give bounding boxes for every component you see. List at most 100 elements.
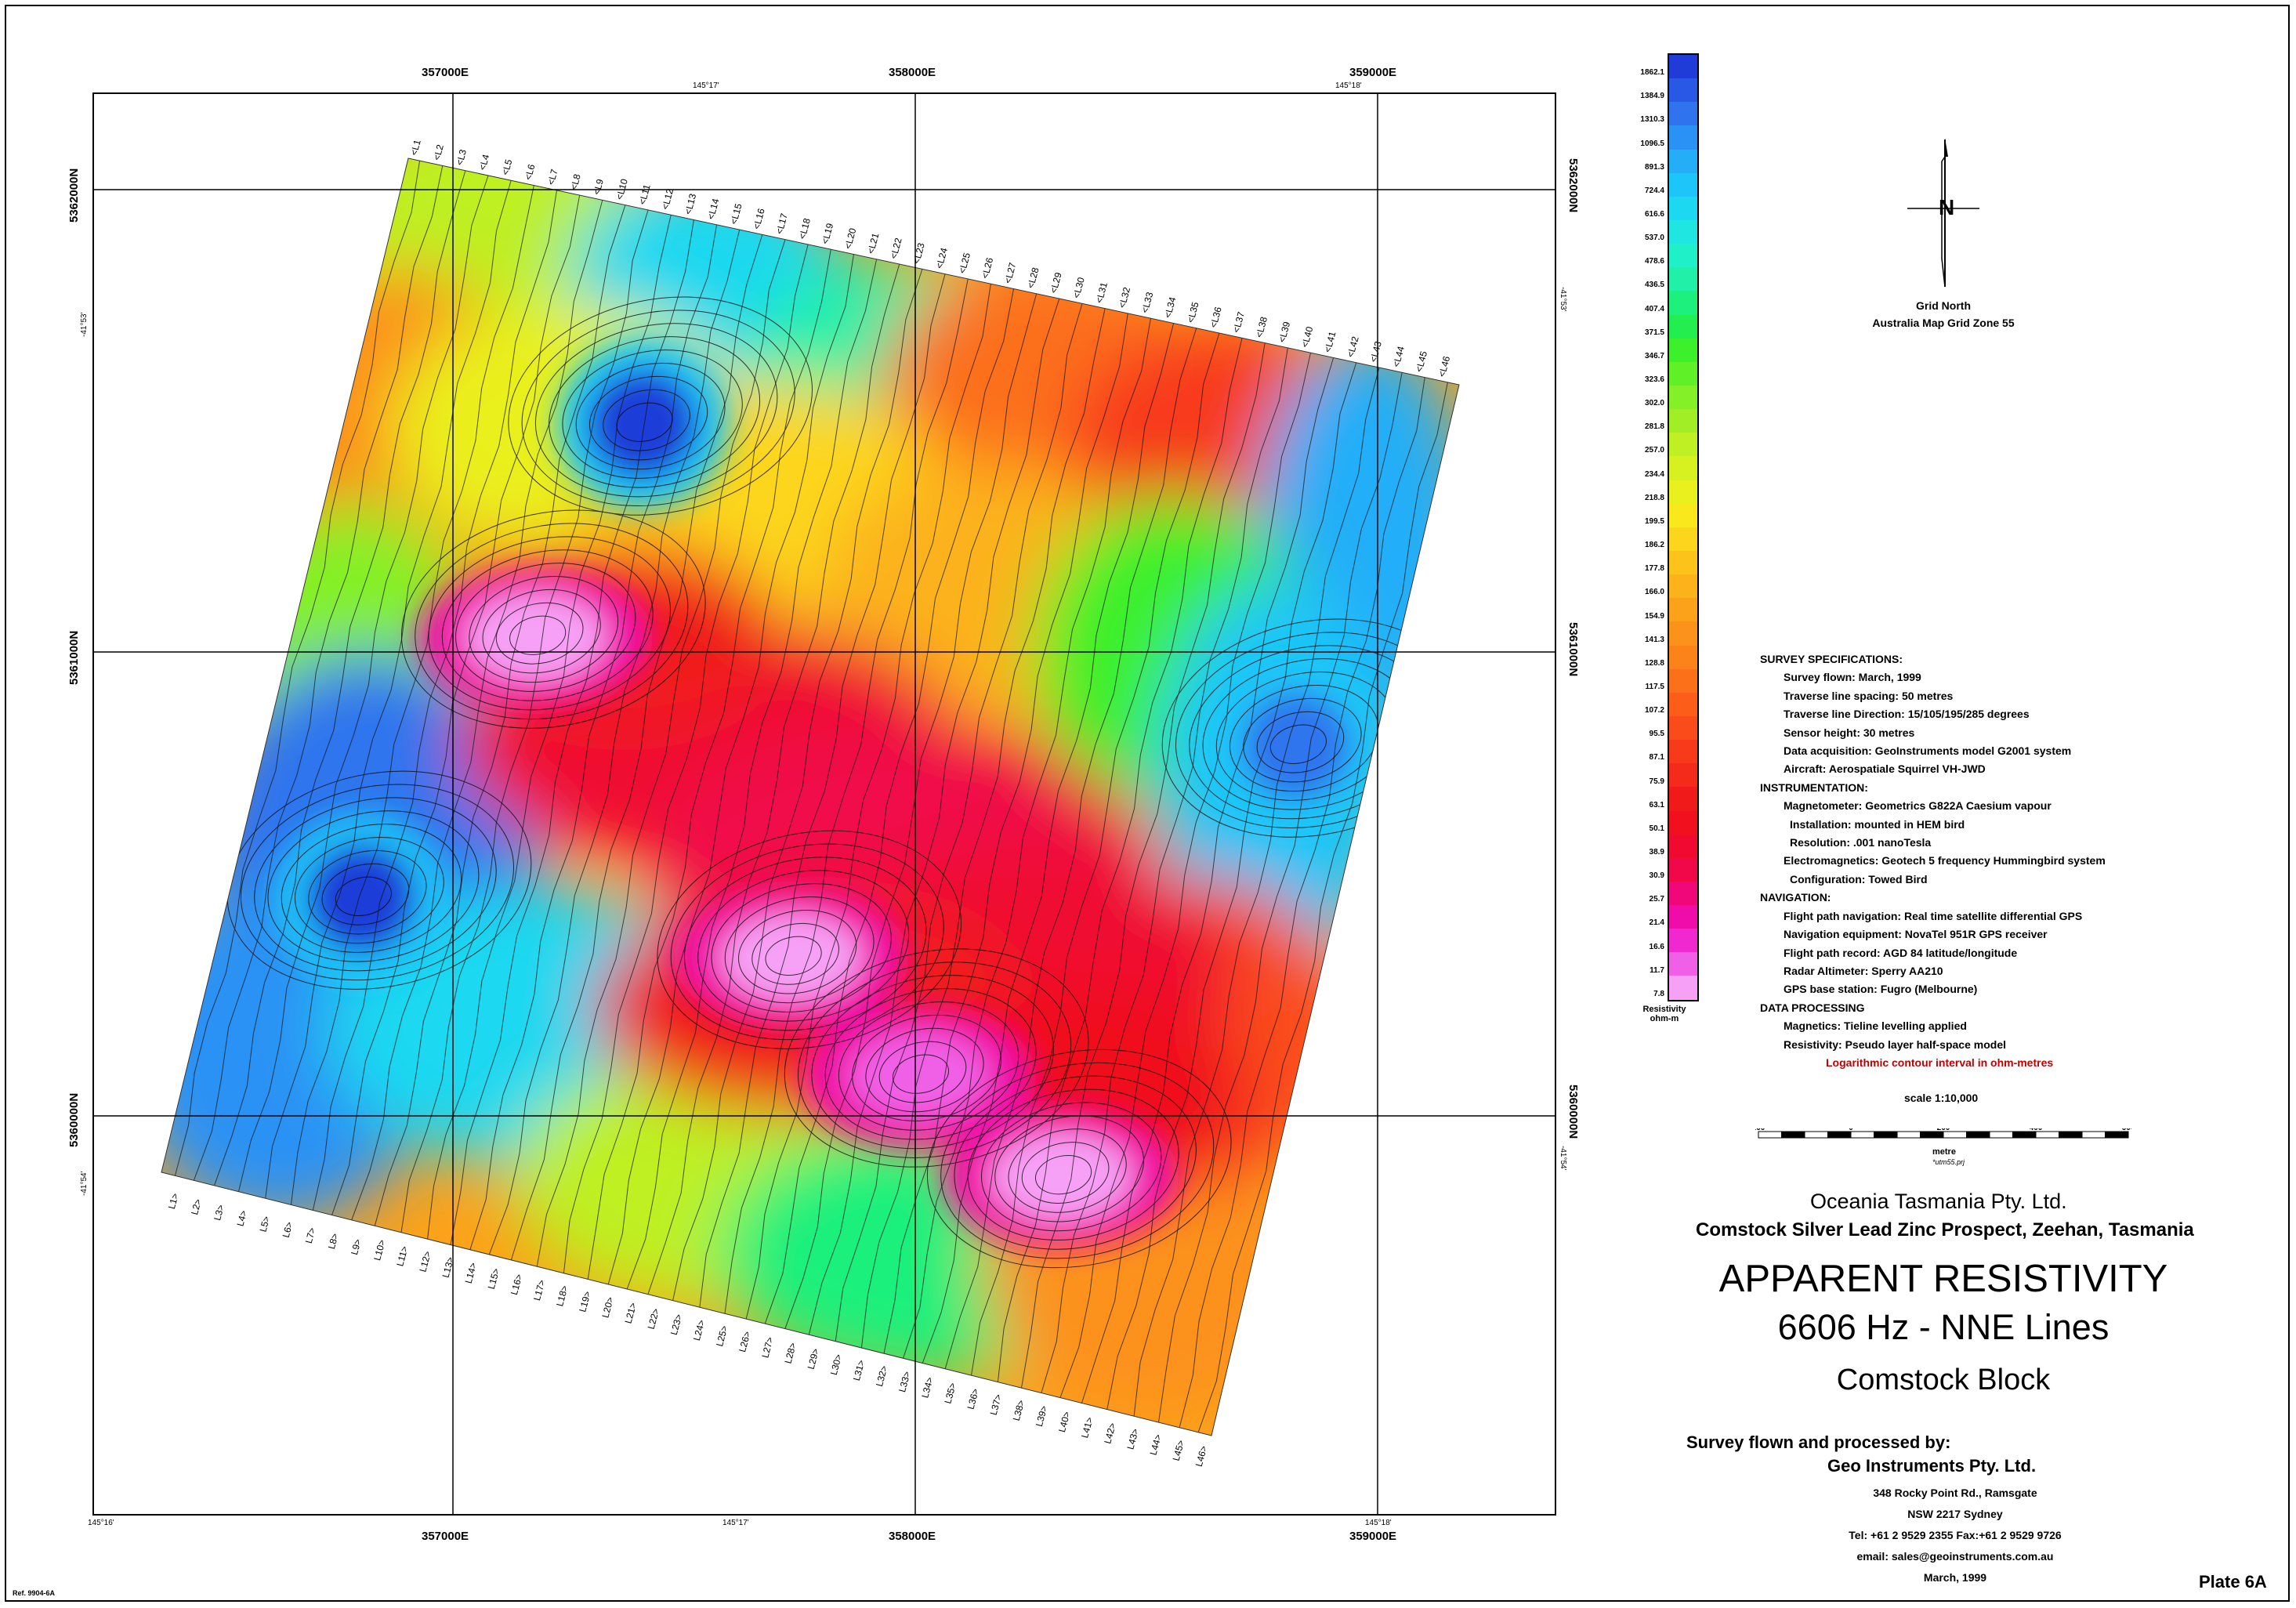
address-line: Tel: +61 2 9529 2355 Fax:+61 2 9529 9726 — [1849, 1529, 2062, 1541]
easting-top-2: 358000E — [889, 66, 936, 79]
flight-line-label-top: <L44 — [1390, 345, 1407, 368]
colorbar-cell — [1669, 715, 1697, 741]
colorbar-cell — [1669, 244, 1697, 268]
spec-item: Data acquisition: GeoInstruments model G… — [1784, 744, 2072, 758]
svg-text:N: N — [1939, 195, 1954, 219]
colorbar-unit-text: ohm-m — [1650, 1014, 1679, 1023]
flight-line-label-bottom: L33> — [896, 1370, 913, 1393]
contour — [588, 375, 708, 461]
flight-line — [587, 249, 831, 1280]
flight-line-label-top: <L46 — [1436, 355, 1453, 378]
contour — [865, 1027, 984, 1113]
scale-segment — [2105, 1131, 2129, 1139]
flight-line — [450, 219, 694, 1245]
flight-line-label-top: <L15 — [728, 202, 744, 226]
scale-segment — [1920, 1131, 1944, 1139]
flight-line-label-bottom: L6> — [281, 1221, 295, 1239]
colorbar-cell — [1669, 550, 1697, 575]
spec-item: Flight path record: AGD 84 latitude/long… — [1784, 946, 2018, 959]
scale-segment — [1850, 1131, 1874, 1139]
flight-line-label-top: <L31 — [1094, 281, 1110, 304]
resistivity-map[interactable]: <L1 <L2 <L3 <L4 <L5 <L6 <L7 <L8 <L9 <L10 <L11 <L12 <… — [92, 92, 1556, 1516]
scale-tick-label: 200 — [1937, 1128, 1950, 1132]
colorbar-cell — [1669, 598, 1697, 622]
longitude-bottom-2: 145°17' — [722, 1519, 749, 1527]
flight-line-label-top: <L21 — [865, 232, 882, 255]
flight-line-label-bottom: L4> — [234, 1209, 249, 1227]
contour — [295, 837, 444, 944]
scale-segment — [2012, 1131, 2037, 1139]
flight-line — [607, 254, 854, 1285]
colorbar-cell — [1669, 527, 1697, 551]
address-line: March, 1999 — [1923, 1571, 1987, 1584]
colorbar-cell — [1669, 196, 1697, 220]
flight-line-label-bottom: L14> — [463, 1262, 480, 1285]
flight-line-label-bottom: L45> — [1171, 1439, 1187, 1462]
flight-line-label-bottom: L20> — [599, 1295, 616, 1319]
colorbar-cell — [1669, 361, 1697, 386]
flight-line — [745, 284, 991, 1320]
flight-line — [427, 215, 672, 1240]
flight-line-label-top: <L33 — [1139, 291, 1156, 314]
contour — [926, 1048, 1232, 1269]
longitude-top-2: 145°18' — [1335, 81, 1362, 90]
contour — [308, 849, 427, 935]
spec-item: Traverse line spacing: 50 metres — [1784, 689, 1954, 702]
flight-line-label-top: <L20 — [842, 226, 859, 250]
grid-north-label: Grid North — [1916, 299, 1971, 312]
scale-segment — [1989, 1131, 2013, 1139]
colorbar-level-label: 87.1 — [1649, 753, 1664, 762]
flight-line — [944, 328, 1197, 1369]
latitude-right-2: -41°54' — [1559, 1146, 1567, 1171]
flight-line-label-bottom: L22> — [646, 1307, 662, 1331]
colorbar-cell — [1669, 952, 1697, 976]
colorbar-level-label: 323.6 — [1644, 375, 1664, 385]
flight-line-label-bottom: L21> — [623, 1302, 639, 1325]
contour — [482, 589, 601, 674]
contour — [967, 1088, 1179, 1240]
flight-line-label-bottom: L25> — [714, 1324, 730, 1348]
colorbar-level-label: 346.7 — [1644, 351, 1664, 360]
flight-line-label-bottom: L18> — [554, 1284, 570, 1308]
anomaly-core — [306, 843, 417, 954]
contour — [751, 922, 839, 985]
contour — [1008, 1128, 1127, 1213]
colorbar-cell — [1669, 314, 1697, 339]
flight-line-label-top: <L35 — [1185, 300, 1201, 324]
scale-bar: 200 0 200 400 600 — [1755, 1128, 2131, 1139]
colorbar-cell — [1669, 456, 1697, 480]
flight-line-label-bottom: L7> — [303, 1226, 318, 1244]
scale-unit: metre — [1932, 1147, 1956, 1157]
colorbar-level-label: 128.8 — [1644, 658, 1664, 668]
colorbar-cell — [1669, 503, 1697, 527]
colorbar-level-label: 199.5 — [1644, 516, 1664, 526]
flight-line-label-bottom: L40> — [1056, 1411, 1073, 1434]
flight-line-label-bottom: L42> — [1102, 1421, 1118, 1445]
flight-line-label-bottom: L38> — [1011, 1399, 1027, 1422]
flight-line — [764, 288, 1015, 1324]
anomaly-core — [1241, 691, 1352, 802]
contour — [852, 1014, 1001, 1122]
flight-line-label-bottom: L30> — [828, 1353, 845, 1377]
colorbar-level-label: 1096.5 — [1640, 139, 1664, 148]
colorbar-level-label: 7.8 — [1653, 989, 1664, 998]
contour — [784, 948, 1089, 1168]
flight-line — [626, 259, 878, 1290]
flight-line — [351, 200, 603, 1221]
scale-segment — [1781, 1131, 1805, 1139]
colorbar-level-label: 75.9 — [1649, 777, 1664, 786]
colorbar-level-label: 234.4 — [1644, 469, 1664, 479]
flight-line — [563, 244, 809, 1273]
contour — [267, 810, 480, 962]
scale-segment — [1804, 1131, 1828, 1139]
map-title: APPARENT RESISTIVITY — [1718, 1258, 2168, 1300]
flight-line-label-bottom: L24> — [691, 1319, 708, 1342]
contour — [603, 389, 690, 451]
resistivity-grid — [161, 158, 1459, 1436]
flight-line-label-bottom: L28> — [782, 1342, 799, 1365]
map-grid-zone-label: Australia Map Grid Zone 55 — [1872, 317, 2015, 329]
colorbar-level-label: 50.1 — [1649, 824, 1664, 833]
spec-heading: INSTRUMENTATION: — [1760, 780, 1868, 794]
flight-line-label-top: <L32 — [1117, 286, 1133, 310]
flight-line-label-top: <L43 — [1367, 340, 1384, 364]
